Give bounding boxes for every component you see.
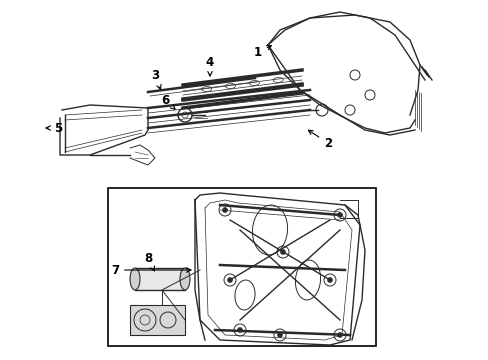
Circle shape [222, 207, 227, 212]
Text: 3: 3 [151, 68, 161, 89]
Circle shape [337, 212, 342, 217]
Ellipse shape [130, 268, 140, 290]
Circle shape [237, 328, 242, 333]
Circle shape [227, 278, 232, 283]
Bar [130, 305, 184, 335]
Circle shape [327, 278, 332, 283]
Circle shape [337, 333, 342, 338]
Text: 5: 5 [46, 122, 62, 135]
Text: 2: 2 [308, 130, 331, 149]
Bar [135, 268, 184, 290]
Text: 8: 8 [143, 252, 154, 271]
Circle shape [280, 249, 285, 255]
Text: 1: 1 [253, 45, 271, 59]
Text: 6: 6 [161, 94, 175, 109]
Text: 4: 4 [205, 55, 214, 76]
Bar [108, 188, 375, 346]
Text: 7: 7 [111, 264, 191, 276]
Ellipse shape [180, 268, 190, 290]
Circle shape [277, 333, 282, 338]
